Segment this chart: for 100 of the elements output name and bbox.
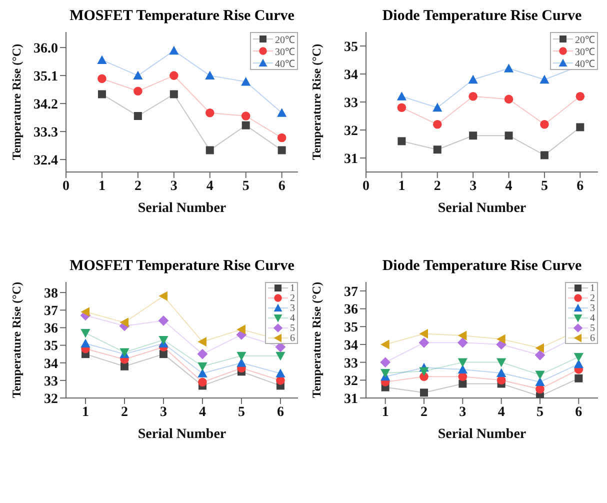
- point: [574, 352, 584, 362]
- point: [198, 368, 208, 378]
- point: [504, 64, 514, 72]
- x-tick-label: 4: [505, 178, 512, 194]
- legend-label: 6: [590, 332, 595, 344]
- point: [576, 123, 584, 132]
- x-tick-label: 5: [540, 178, 548, 194]
- legend-label: 20℃: [575, 34, 595, 46]
- point: [198, 378, 207, 387]
- x-tick-label: 1: [382, 404, 389, 420]
- point: [534, 350, 546, 360]
- x-tick-label: 0: [62, 178, 70, 194]
- legend-label: 4: [590, 312, 595, 324]
- x-tick-label: 2: [120, 404, 128, 420]
- x-tick-label: 1: [398, 178, 406, 194]
- point: [432, 120, 442, 129]
- x-tick-label: 1: [82, 404, 89, 420]
- point: [159, 350, 168, 358]
- point: [504, 132, 513, 140]
- point: [277, 133, 286, 142]
- point: [419, 367, 429, 376]
- y-tick-label: 33: [344, 96, 358, 111]
- point: [457, 337, 468, 348]
- point: [277, 108, 287, 117]
- point: [496, 358, 506, 368]
- point: [198, 362, 208, 372]
- x-tick-label: 5: [536, 404, 544, 420]
- y-axis-title: Temperature Rise (°C): [309, 282, 324, 398]
- x-tick-label: 3: [470, 178, 477, 194]
- point: [535, 343, 544, 353]
- point: [380, 340, 390, 350]
- point: [120, 362, 128, 370]
- y-tick-label: 35: [44, 339, 58, 354]
- legend-label: 20℃: [275, 34, 295, 46]
- point: [574, 359, 584, 368]
- x-tick-label: 2: [434, 178, 441, 194]
- y-tick-label: 31: [344, 392, 358, 407]
- point: [170, 71, 178, 80]
- point: [540, 120, 549, 129]
- y-tick-label: 34.2: [34, 98, 58, 113]
- y-axis-title: Temperature Rise (°C): [9, 282, 24, 398]
- y-tick-label: 36: [44, 322, 58, 337]
- point: [278, 146, 286, 154]
- y-tick-label: 32.4: [34, 154, 58, 169]
- x-tick-label: 3: [160, 404, 167, 420]
- point: [418, 337, 430, 348]
- point: [576, 92, 585, 101]
- y-tick-label: 37: [44, 304, 58, 320]
- point: [134, 86, 142, 96]
- point: [540, 74, 550, 84]
- chart-title: Diode Temperature Rise Curve: [381, 8, 583, 26]
- y-tick-label: 35: [344, 320, 358, 336]
- point: [396, 92, 406, 100]
- legend-label: 30℃: [575, 47, 595, 58]
- point: [504, 94, 514, 104]
- point: [206, 146, 214, 154]
- x-tick-label: 4: [198, 404, 206, 420]
- point: [458, 358, 468, 368]
- y-tick-label: 33: [344, 356, 358, 372]
- y-axis-title: Temperature Rise (°C): [9, 44, 24, 160]
- legend-label: 5: [290, 322, 295, 334]
- point: [158, 315, 169, 326]
- point: [236, 352, 246, 361]
- legend-label: 2: [290, 292, 295, 304]
- point: [432, 102, 442, 112]
- x-tick-label: 5: [242, 178, 250, 194]
- y-tick-label: 36.0: [34, 42, 58, 57]
- legend-label: 5: [590, 322, 595, 334]
- legend-label: 40℃: [275, 59, 295, 70]
- point: [158, 336, 168, 345]
- x-tick-label: 5: [238, 404, 245, 420]
- point: [468, 74, 478, 84]
- y-tick-label: 31: [344, 152, 358, 167]
- point: [133, 70, 143, 80]
- point: [98, 74, 106, 84]
- point: [458, 364, 468, 374]
- legend-label: 3: [290, 302, 295, 314]
- x-axis-title: Serial Number: [138, 427, 226, 442]
- x-tick-label: 2: [134, 178, 142, 194]
- x-tick-label: 4: [498, 404, 505, 420]
- point: [535, 377, 545, 386]
- point: [120, 318, 128, 328]
- x-tick-label: 6: [276, 404, 284, 420]
- point: [205, 108, 214, 118]
- point: [236, 324, 246, 334]
- y-tick-label: 33.3: [34, 126, 58, 141]
- point: [80, 328, 90, 338]
- x-tick-label: 2: [420, 404, 428, 420]
- y-tick-label: 35.1: [34, 70, 58, 85]
- x-tick-label: 3: [170, 178, 178, 194]
- point: [242, 121, 250, 130]
- x-axis-title: Serial Number: [438, 427, 526, 442]
- y-tick-label: 35: [344, 40, 358, 55]
- x-tick-label: 3: [459, 404, 466, 420]
- legend-label: 4: [290, 312, 295, 324]
- y-tick-label: 33: [44, 374, 58, 390]
- y-tick-label: 36: [344, 302, 358, 318]
- x-tick-label: 6: [278, 178, 286, 194]
- y-tick-label: 32: [344, 374, 358, 390]
- x-tick-label: 6: [575, 404, 582, 420]
